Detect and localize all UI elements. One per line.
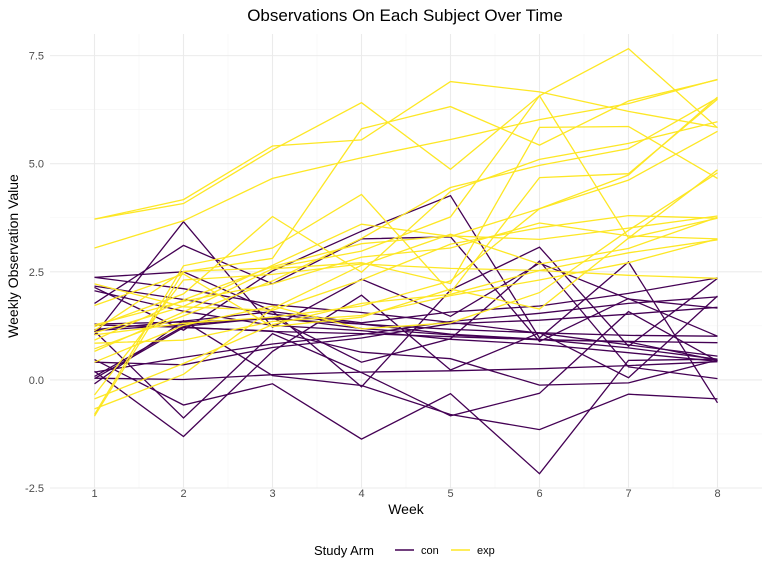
- y-axis-tick-labels: -2.5 0.0 2.5 5.0 7.5: [25, 51, 44, 495]
- series-line-exp: [94, 215, 718, 341]
- y-tick-label: 5.0: [29, 159, 44, 171]
- series-line-con: [94, 361, 718, 381]
- x-tick-label: 2: [180, 488, 186, 500]
- exp-series-lines: [93, 47, 718, 417]
- x-tick-label: 1: [91, 488, 97, 500]
- minor-gridlines: [50, 34, 762, 488]
- series-line-exp: [94, 130, 718, 334]
- series-line-exp: [94, 78, 718, 249]
- x-tick-label: 5: [447, 488, 453, 500]
- major-gridlines: [50, 34, 762, 489]
- series-line-exp: [93, 79, 718, 417]
- series-line-exp: [94, 222, 718, 326]
- x-axis-tick-labels: 1 2 3 4 5 6 7 8: [91, 488, 720, 500]
- series-line-exp: [94, 172, 718, 363]
- x-tick-label: 6: [536, 488, 542, 500]
- series-line-con: [94, 324, 718, 344]
- series-line-exp: [94, 125, 718, 352]
- series-line-con: [93, 220, 718, 336]
- legend-label-con: con: [421, 545, 439, 557]
- y-tick-label: 7.5: [29, 51, 44, 63]
- legend: Study Arm con exp: [314, 543, 495, 558]
- x-tick-label: 4: [358, 488, 364, 500]
- series-line-con: [94, 310, 718, 419]
- series-line-exp: [94, 94, 718, 332]
- series-line-con: [94, 246, 718, 388]
- series-line-con: [94, 277, 718, 331]
- x-axis-title: Week: [388, 501, 425, 517]
- legend-label-exp: exp: [477, 545, 495, 557]
- series-line-exp: [94, 238, 718, 344]
- y-tick-label: -2.5: [25, 483, 44, 495]
- series-line-exp: [94, 214, 718, 311]
- y-axis-title: Weekly Observation Value: [5, 174, 21, 338]
- series-line-con: [94, 260, 718, 380]
- series-line-exp: [94, 239, 718, 400]
- series-line-con: [94, 236, 718, 343]
- y-tick-label: 0.0: [29, 375, 44, 387]
- series-line-con: [94, 306, 718, 366]
- series-line-exp: [94, 121, 718, 328]
- series-line-con: [94, 318, 718, 337]
- chart-title: Observations On Each Subject Over Time: [247, 6, 563, 25]
- series-line-con: [94, 285, 718, 360]
- x-tick-label: 3: [269, 488, 275, 500]
- series-line-con: [94, 319, 718, 431]
- series-line-con: [94, 358, 718, 475]
- legend-title: Study Arm: [314, 543, 374, 558]
- series-line-exp: [94, 216, 718, 410]
- y-tick-label: 2.5: [29, 267, 44, 279]
- x-tick-label: 8: [714, 488, 720, 500]
- series-line-exp: [93, 263, 718, 396]
- series-line-exp: [94, 97, 718, 350]
- series-line-exp: [93, 98, 718, 415]
- series-line-con: [94, 296, 718, 373]
- series-line-exp: [94, 217, 718, 328]
- series-line-con: [94, 294, 718, 438]
- x-tick-label: 7: [625, 488, 631, 500]
- series-line-exp: [94, 47, 718, 220]
